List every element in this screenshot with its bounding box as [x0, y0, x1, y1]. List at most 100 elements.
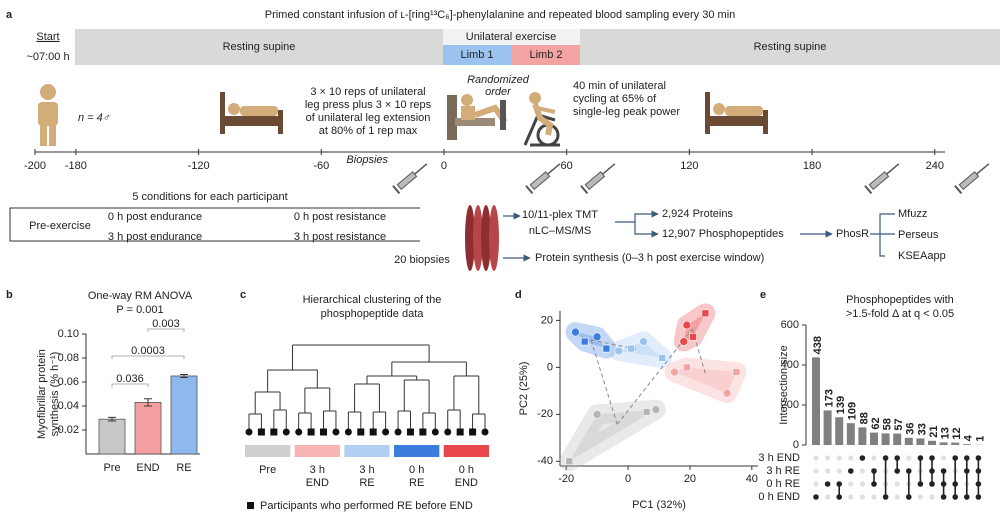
- scatter-point: [658, 354, 666, 362]
- person-icon: [38, 102, 58, 126]
- matrix-dot-active: [882, 494, 889, 500]
- matrix-dot-active: [929, 468, 935, 474]
- x-axis-label: PC1 (32%): [632, 499, 686, 511]
- matrix-dot: [917, 494, 924, 500]
- bar: [951, 442, 960, 445]
- trajectory-arrow: [616, 328, 693, 425]
- significance-label: 0.003: [152, 318, 180, 330]
- value-label: 13: [940, 427, 952, 439]
- scatter-point: [571, 327, 580, 337]
- bar: [835, 417, 844, 445]
- y-axis-label: Myofibrillar protein: [36, 349, 48, 439]
- bed-icon: [763, 110, 768, 134]
- matrix-dot-active: [917, 455, 924, 461]
- set-label: 0 h END: [758, 491, 800, 503]
- participants: n = 4♂: [78, 112, 111, 124]
- leaf-square: [419, 428, 427, 436]
- person-icon: [40, 84, 56, 100]
- bar: [904, 437, 913, 445]
- person-icon: [40, 124, 47, 146]
- value-label: 33: [916, 423, 928, 435]
- leaf-square: [456, 428, 464, 436]
- x-tick-label: 20: [684, 473, 696, 485]
- scatter-point: [592, 410, 602, 419]
- legpress-icon: [455, 118, 495, 126]
- matrix-dot-active: [975, 494, 982, 500]
- matrix-dot-active: [859, 455, 866, 461]
- muscle-icon: [481, 205, 491, 271]
- syringe-icon: [958, 171, 980, 191]
- rest-label: Resting supine: [754, 41, 827, 53]
- bed-icon: [278, 110, 283, 134]
- error-bar: [144, 398, 152, 407]
- matrix-dot: [848, 455, 854, 461]
- exercise-label: Unilateral exercise: [466, 31, 556, 43]
- matrix-dot-active: [929, 481, 935, 487]
- condition-label: 0 h post resistance: [294, 211, 386, 223]
- matrix-dot-active: [836, 481, 842, 487]
- condition-label: Pre-exercise: [29, 220, 91, 232]
- limb1-bar: [443, 45, 512, 65]
- endurance-text: cycling at 65% of: [573, 93, 657, 105]
- condition-label: 3 h post resistance: [294, 231, 386, 243]
- bar: [170, 375, 198, 455]
- timeline-tick-label: 0: [441, 160, 447, 172]
- syringe-icon: [580, 163, 616, 195]
- group-label: RE: [359, 477, 374, 489]
- matrix-dot-active: [940, 468, 947, 474]
- leaf-circle: [431, 428, 439, 436]
- workflow-text: nLC–MS/MS: [529, 225, 591, 237]
- panel-title: Hierarchical clustering of the: [303, 294, 442, 306]
- matrix-dot-active: [848, 468, 854, 474]
- matrix-dot: [813, 468, 819, 474]
- group-label: 0 h: [409, 464, 424, 476]
- resistance-text: 3 × 10 reps of unilateral: [310, 86, 425, 98]
- y-axis-label: synthesis (% h⁻¹): [49, 352, 61, 437]
- timeline-tick-label: 240: [926, 160, 944, 172]
- resistance-text: at 80% of 1 rep max: [319, 125, 418, 137]
- limb1-label: Limb 1: [460, 49, 493, 61]
- matrix-dot: [906, 455, 912, 461]
- syringe-icon: [414, 163, 428, 175]
- syringe-icon: [525, 163, 561, 195]
- leaf-square: [320, 428, 328, 436]
- conditions-bracket: [9, 207, 420, 242]
- value-label: 139: [835, 396, 847, 414]
- randomized-text: order: [485, 86, 512, 98]
- syringe-icon: [396, 171, 418, 191]
- scatter-point: [627, 344, 635, 353]
- leaf-circle: [245, 428, 253, 436]
- leaf-circle: [332, 428, 340, 436]
- group-label: Pre: [259, 464, 276, 476]
- group-label: 3 h: [359, 464, 374, 476]
- endurance-text: 40 min of unilateral: [573, 80, 666, 92]
- workflow-text: Mfuzz: [898, 208, 927, 220]
- workflow-text: 2,924 Proteins: [662, 208, 733, 220]
- bed-icon: [713, 103, 725, 115]
- bar: [881, 433, 890, 445]
- matrix-dot: [894, 494, 900, 500]
- matrix-dot-active: [917, 481, 924, 487]
- bar: [928, 440, 936, 445]
- bar: [98, 418, 126, 455]
- bar: [962, 444, 971, 445]
- scatter-point: [722, 388, 732, 398]
- group-label: END: [455, 477, 478, 489]
- matrix-dot: [825, 455, 831, 461]
- scatter-point: [642, 408, 651, 416]
- limb2-label: Limb 2: [529, 49, 562, 61]
- biopsies-label: Biopsies: [346, 154, 388, 166]
- y-tick-label: 0.02: [58, 424, 79, 436]
- panel-label: e: [760, 289, 766, 301]
- bar: [893, 433, 902, 445]
- significance-bracket: [147, 328, 185, 332]
- y-tick-label: 600: [781, 319, 799, 331]
- matrix-dot: [871, 455, 877, 461]
- group-bar: [245, 445, 291, 457]
- panel-label: b: [6, 289, 13, 301]
- scatter-point: [614, 346, 624, 356]
- panel-label: a: [6, 9, 13, 21]
- legpress-icon: [461, 94, 473, 106]
- bed-icon: [228, 103, 240, 115]
